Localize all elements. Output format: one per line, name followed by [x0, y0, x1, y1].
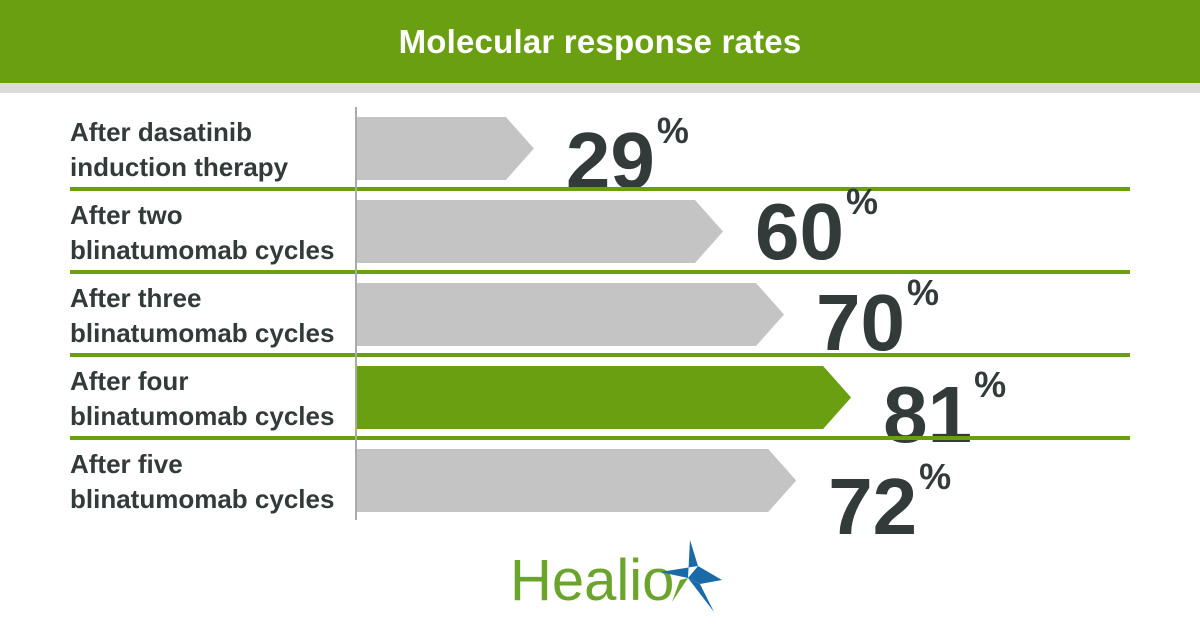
- category-label-line2: blinatumomab cycles: [70, 235, 334, 265]
- axis-line: [355, 107, 357, 520]
- bar-4: [357, 366, 852, 429]
- title-underline: [0, 83, 1200, 93]
- category-label-line2: blinatumomab cycles: [70, 401, 334, 431]
- data-label-value: 29: [566, 116, 655, 205]
- category-label-line1: After five: [70, 449, 183, 479]
- chart-title-bar: Molecular response rates: [0, 0, 1200, 83]
- logo-star-icon: [672, 578, 688, 602]
- category-label-line2: induction therapy: [70, 152, 289, 182]
- bar-3: [357, 283, 784, 346]
- category-label-line1: After dasatinib: [70, 117, 252, 147]
- category-label-line2: blinatumomab cycles: [70, 484, 334, 514]
- data-label-percent: %: [657, 110, 689, 151]
- logo-star-icon: [660, 540, 698, 578]
- category-label-line1: After four: [70, 366, 188, 396]
- logo-star-icon: [688, 566, 722, 584]
- bar-1: [357, 117, 534, 180]
- healio-logo-text: Healio: [510, 548, 674, 613]
- category-label-line1: After three: [70, 283, 201, 313]
- row-separator: [70, 270, 1130, 274]
- row-separator: [70, 353, 1130, 357]
- row-separator: [70, 436, 1130, 440]
- data-label-value: 70: [816, 278, 905, 367]
- data-label-value: 72: [828, 462, 917, 551]
- data-label-percent: %: [846, 181, 878, 222]
- category-label-line1: After two: [70, 200, 183, 230]
- category-label-line2: blinatumomab cycles: [70, 318, 334, 348]
- data-label-percent: %: [974, 364, 1006, 405]
- row-separator: [70, 187, 1130, 191]
- bar-2: [357, 200, 723, 263]
- data-label-value: 81: [883, 370, 972, 459]
- data-label-percent: %: [919, 456, 951, 497]
- data-label-percent: %: [907, 272, 939, 313]
- bar-5: [357, 449, 797, 512]
- logo-star-icon: [688, 578, 714, 612]
- data-label-value: 60: [755, 187, 844, 276]
- chart-title: Molecular response rates: [398, 22, 802, 60]
